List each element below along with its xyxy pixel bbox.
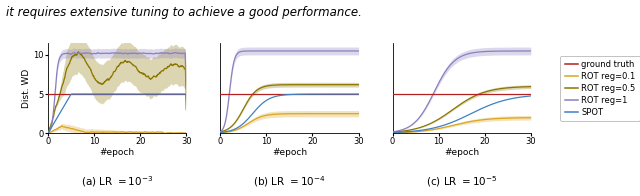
X-axis label: #epoch: #epoch (100, 148, 134, 157)
Text: it requires extensive tuning to achieve a good performance.: it requires extensive tuning to achieve … (6, 6, 362, 19)
X-axis label: #epoch: #epoch (444, 148, 479, 157)
Title: (b) LR $=10^{-4}$: (b) LR $=10^{-4}$ (253, 174, 326, 189)
X-axis label: #epoch: #epoch (272, 148, 307, 157)
Y-axis label: Dist. WD: Dist. WD (22, 69, 31, 108)
Title: (a) LR $=10^{-3}$: (a) LR $=10^{-3}$ (81, 174, 153, 189)
Title: (c) LR $=10^{-5}$: (c) LR $=10^{-5}$ (426, 174, 497, 189)
Legend: ground truth, ROT reg=0.1, ROT reg=0.5, ROT reg=1, SPOT: ground truth, ROT reg=0.1, ROT reg=0.5, … (561, 56, 640, 121)
